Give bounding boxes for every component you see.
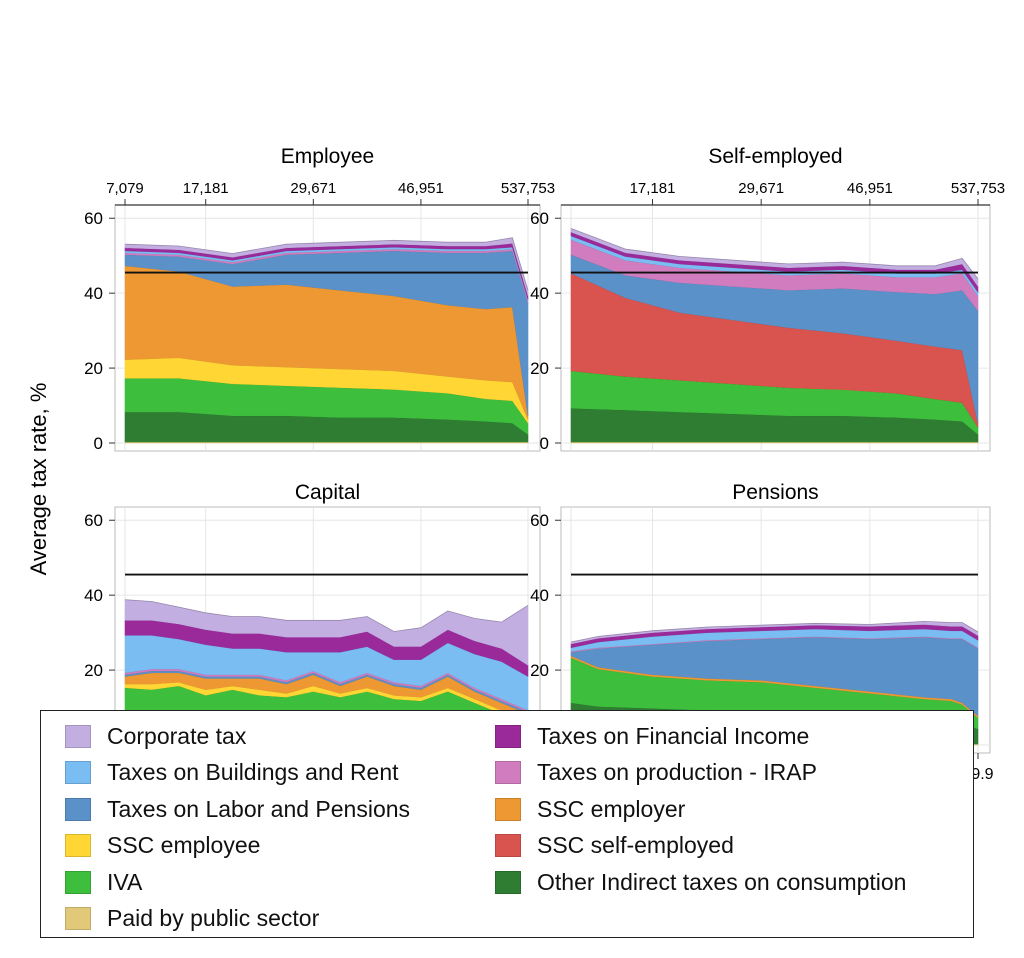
income-tick-label: 17,181: [630, 180, 676, 197]
y-tick-label: 40: [530, 284, 549, 303]
area-edge-corporate: [570, 620, 979, 643]
legend-label: Taxes on Labor and Pensions: [107, 795, 411, 822]
y-tick-label: 60: [530, 511, 549, 530]
area-edge-corporate: [124, 599, 529, 632]
legend-swatch: [495, 761, 521, 784]
legend-item: Taxes on Labor and Pensions: [65, 794, 410, 824]
income-tick-label: 537,753: [501, 180, 555, 197]
legend-label: IVA: [107, 868, 143, 895]
legend-label: SSC self-employed: [537, 832, 734, 858]
legend-swatch: [495, 870, 521, 894]
y-tick-label: 0: [540, 434, 549, 453]
y-axis-label: Average tax rate, %: [26, 383, 51, 576]
y-tick-label: 60: [84, 209, 103, 228]
y-tick-label: 40: [84, 284, 103, 303]
legend-swatch: [495, 797, 521, 821]
y-tick-label: 60: [84, 511, 103, 530]
panel-title: Self-employed: [708, 145, 842, 168]
area-corporate: [124, 237, 529, 296]
area-corporate: [570, 227, 979, 288]
legend-swatch: [495, 724, 521, 748]
legend-item: IVA: [65, 867, 142, 897]
legend-swatch: [495, 834, 521, 857]
area-corporate: [124, 599, 529, 666]
legend-item: Taxes on Buildings and Rent: [65, 758, 399, 788]
legend-label: Paid by public sector: [107, 905, 320, 931]
y-tick-label: 40: [84, 586, 103, 605]
legend-label: Taxes on Financial Income: [537, 722, 810, 749]
legend-swatch: [65, 797, 91, 821]
y-tick-label: 20: [84, 661, 103, 680]
legend-item: Paid by public sector: [65, 904, 319, 934]
income-tick-label: 29,671: [290, 180, 336, 197]
legend-swatch: [65, 834, 91, 857]
legend-label: SSC employer: [537, 795, 686, 822]
income-tick-label: 537,753: [951, 180, 1005, 197]
legend-item: Taxes on Financial Income: [495, 721, 809, 751]
y-tick-label: 0: [94, 434, 103, 453]
panel-title: Employee: [281, 145, 374, 168]
legend-swatch: [65, 724, 91, 748]
legend-item: Other Indirect taxes on consumption: [495, 867, 906, 897]
y-tick-label: 60: [530, 209, 549, 228]
y-tick-label: 20: [530, 359, 549, 378]
income-tick-label: 46,951: [847, 180, 893, 197]
legend: Corporate tax Taxes on Financial Income Ta…: [40, 710, 974, 938]
legend-item: SSC employee: [65, 831, 260, 861]
legend-item: Taxes on production - IRAP: [495, 758, 817, 788]
y-tick-label: 40: [530, 586, 549, 605]
income-tick-label: 17,181: [183, 180, 229, 197]
legend-label: Corporate tax: [107, 722, 247, 749]
income-tick-label: 46,951: [398, 180, 444, 197]
panel-title: Pensions: [732, 481, 818, 504]
panel-title: Capital: [295, 481, 360, 504]
legend-swatch: [65, 907, 91, 930]
y-tick-label: 20: [530, 661, 549, 680]
legend-item: SSC employer: [495, 794, 685, 824]
legend-item: Corporate tax: [65, 721, 246, 751]
legend-item: SSC self-employed: [495, 831, 734, 861]
legend-swatch: [65, 870, 91, 894]
panel-employee: 0 20 40 60 Employee 7,079 17,181 29,671 46,951 53…: [84, 145, 555, 453]
legend-swatch: [65, 761, 91, 784]
legend-label: Taxes on production - IRAP: [537, 759, 817, 785]
y-tick-label: 20: [84, 359, 103, 378]
legend-label: Other Indirect taxes on consumption: [537, 868, 907, 895]
income-tick-label: 29,671: [738, 180, 784, 197]
area-edge-corporate: [570, 228, 979, 280]
area-edge-corporate: [124, 237, 529, 291]
legend-label: SSC employee: [107, 832, 261, 858]
area-corporate: [570, 621, 979, 645]
panel-self-employed: 0 20 40 60 Self-employed 17,181 29,671 46,951 53…: [530, 145, 1005, 453]
legend-label: Taxes on Buildings and Rent: [107, 759, 399, 785]
income-tick-label: 7,079: [106, 180, 144, 197]
